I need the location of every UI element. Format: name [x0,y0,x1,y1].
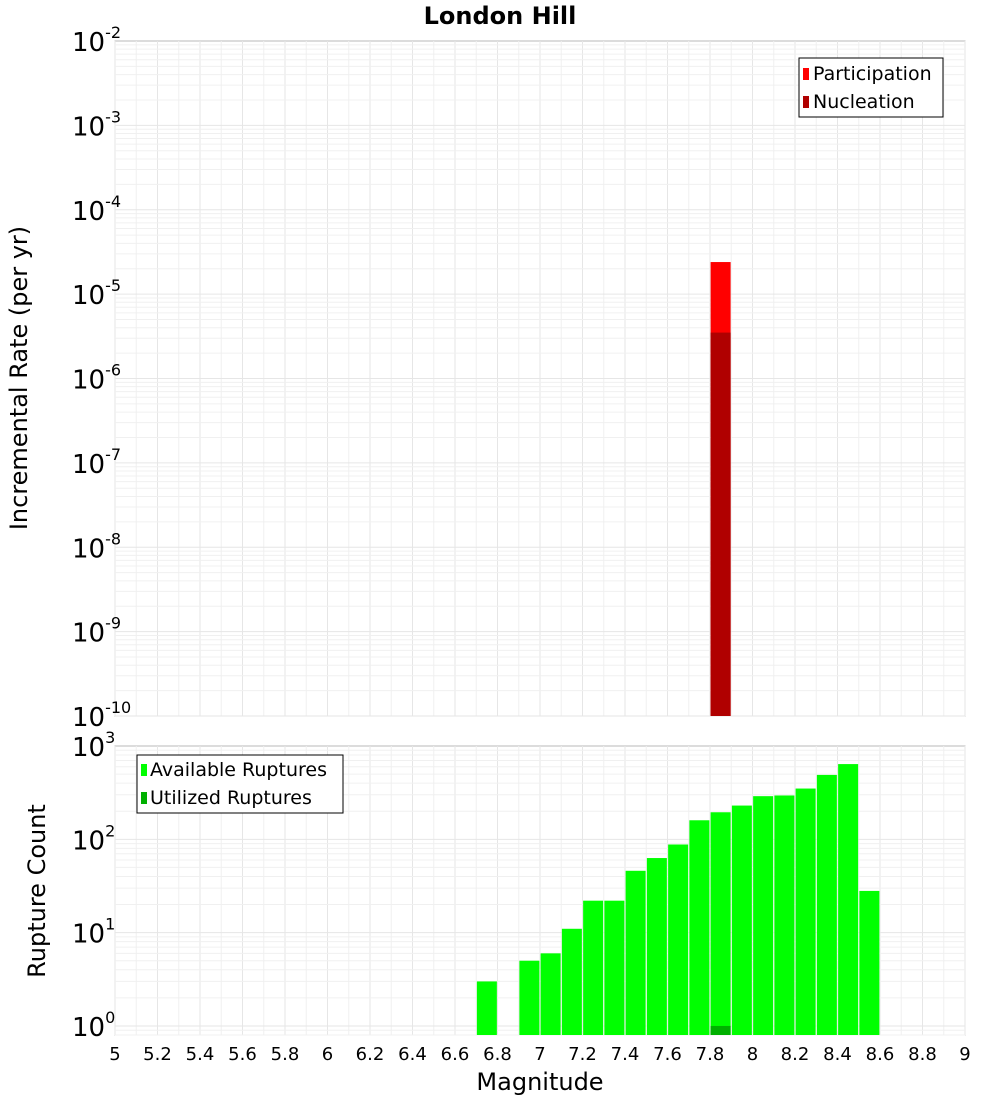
bar-available-ruptures [476,981,497,1035]
x-tick-label: 7.6 [653,1044,682,1065]
bar-available-ruptures [838,764,859,1035]
bottom-y-tick-label: 100 [72,1008,115,1043]
x-tick-label: 6.8 [483,1044,512,1065]
top-y-tick-label: 10-7 [72,445,121,480]
legend-available-swatch [141,764,147,776]
x-tick-label: 7.4 [611,1044,640,1065]
top-bars [710,262,731,716]
top-y-tick-label: 10-4 [72,192,121,227]
bottom-y-tick-labels: 103 102 101 100 [72,728,115,1043]
x-axis-title: Magnitude [476,1068,603,1096]
x-tick-label: 6.4 [398,1044,427,1065]
bar-available-ruptures [689,820,710,1035]
bar-available-ruptures [625,870,646,1035]
x-tick-label: 8 [747,1044,758,1065]
x-tick-label: 6.6 [441,1044,470,1065]
bottom-panel: 103 102 101 100 Rupture Count Available Rup… [23,728,966,1043]
top-y-tick-labels: 10-2 10-3 10-4 10-5 10-6 10-7 10-8 10-9 10-10 [72,23,131,733]
bar-available-ruptures [646,858,667,1035]
top-legend-box [798,57,944,118]
bottom-y-tick-label: 102 [72,821,115,856]
bar-available-ruptures [668,844,689,1035]
legend-utilized-label: Utilized Ruptures [150,787,312,809]
x-tick-label: 7 [534,1044,545,1065]
bottom-y-tick-label: 103 [72,728,115,763]
bar-available-ruptures [731,805,752,1035]
top-y-tick-label: 10-9 [72,614,121,649]
bar-available-ruptures [710,812,731,1035]
x-tick-label: 5.8 [271,1044,300,1065]
legend-utilized-swatch [141,792,147,804]
x-tick-label: 5 [109,1044,120,1065]
bar-nucleation [710,332,731,716]
top-grid [114,41,966,717]
top-legend: Participation Nucleation [798,57,944,118]
x-tick-label: 6 [322,1044,333,1065]
chart-title: London Hill [424,2,577,30]
x-tick-label: 7.2 [568,1044,597,1065]
x-tick-label: 5.4 [186,1044,215,1065]
bar-available-ruptures [561,928,582,1035]
bar-available-ruptures [816,774,837,1035]
legend-participation-swatch [803,68,809,80]
bottom-y-tick-label: 101 [72,915,115,950]
bar-available-ruptures [583,900,604,1035]
top-y-tick-label: 10-6 [72,361,121,396]
legend-nucleation-label: Nucleation [813,91,915,113]
x-tick-label: 5.6 [228,1044,257,1065]
top-y-tick-label: 10-8 [72,529,121,564]
x-tick-label: 8.4 [823,1044,852,1065]
x-tick-label: 5.2 [143,1044,172,1065]
bar-available-ruptures [859,890,880,1035]
x-tick-label: 9 [959,1044,970,1065]
legend-participation-label: Participation [813,63,932,85]
bar-available-ruptures [519,960,540,1035]
top-y-tick-label: 10-3 [72,107,121,142]
bottom-bars [476,764,880,1035]
x-tick-label: 8.8 [908,1044,937,1065]
x-tick-label: 7.8 [696,1044,725,1065]
bar-utilized-ruptures [710,1025,731,1035]
legend-nucleation-swatch [803,96,809,108]
bar-available-ruptures [774,795,795,1035]
bottom-legend: Available Ruptures Utilized Ruptures [136,754,344,814]
top-y-tick-label: 10-10 [72,698,131,733]
legend-available-label: Available Ruptures [150,759,327,781]
top-y-tick-label: 10-2 [72,23,121,58]
x-tick-label: 8.2 [781,1044,810,1065]
bar-available-ruptures [795,788,816,1035]
top-y-axis-title: Incremental Rate (per yr) [5,226,33,530]
bottom-y-axis-title: Rupture Count [23,804,51,978]
bar-available-ruptures [753,796,774,1035]
x-tick-label: 8.6 [866,1044,895,1065]
top-y-tick-label: 10-5 [72,276,121,311]
bottom-legend-box [136,754,344,814]
bar-available-ruptures [540,953,561,1035]
x-tick-label: 6.2 [356,1044,385,1065]
bar-available-ruptures [604,900,625,1035]
top-panel: 10-2 10-3 10-4 10-5 10-6 10-7 10-8 10-9 10-10 In… [5,23,966,733]
x-tick-labels: 5 5.2 5.4 5.6 5.8 6 6.2 6.4 6.6 6.8 7 7.2 7.4 7.6 7.8 8… [109,1044,970,1065]
